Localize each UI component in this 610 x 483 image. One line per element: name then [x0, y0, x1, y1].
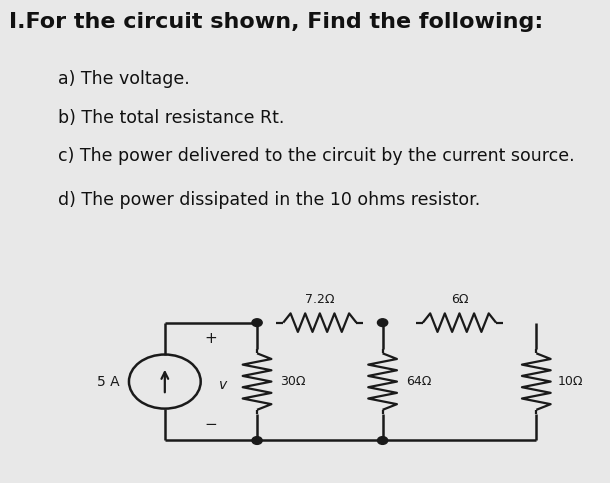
Text: 5 A: 5 A: [97, 375, 120, 388]
Text: −: −: [204, 417, 217, 432]
Text: 6Ω: 6Ω: [451, 293, 468, 306]
Circle shape: [378, 319, 388, 327]
Text: v: v: [218, 379, 227, 392]
Circle shape: [378, 437, 388, 444]
Text: 64Ω: 64Ω: [406, 375, 431, 388]
Text: 30Ω: 30Ω: [280, 375, 306, 388]
Text: 10Ω: 10Ω: [558, 375, 583, 388]
Text: 7.2Ω: 7.2Ω: [305, 293, 334, 306]
Circle shape: [252, 437, 262, 444]
Text: c) The power delivered to the circuit by the current source.: c) The power delivered to the circuit by…: [58, 147, 575, 165]
Text: b) The total resistance Rt.: b) The total resistance Rt.: [58, 109, 284, 127]
Text: I.For the circuit shown, Find the following:: I.For the circuit shown, Find the follow…: [9, 12, 544, 32]
Circle shape: [252, 319, 262, 327]
Text: +: +: [204, 331, 217, 346]
Text: a) The voltage.: a) The voltage.: [58, 70, 190, 88]
Text: d) The power dissipated in the 10 ohms resistor.: d) The power dissipated in the 10 ohms r…: [58, 191, 480, 209]
